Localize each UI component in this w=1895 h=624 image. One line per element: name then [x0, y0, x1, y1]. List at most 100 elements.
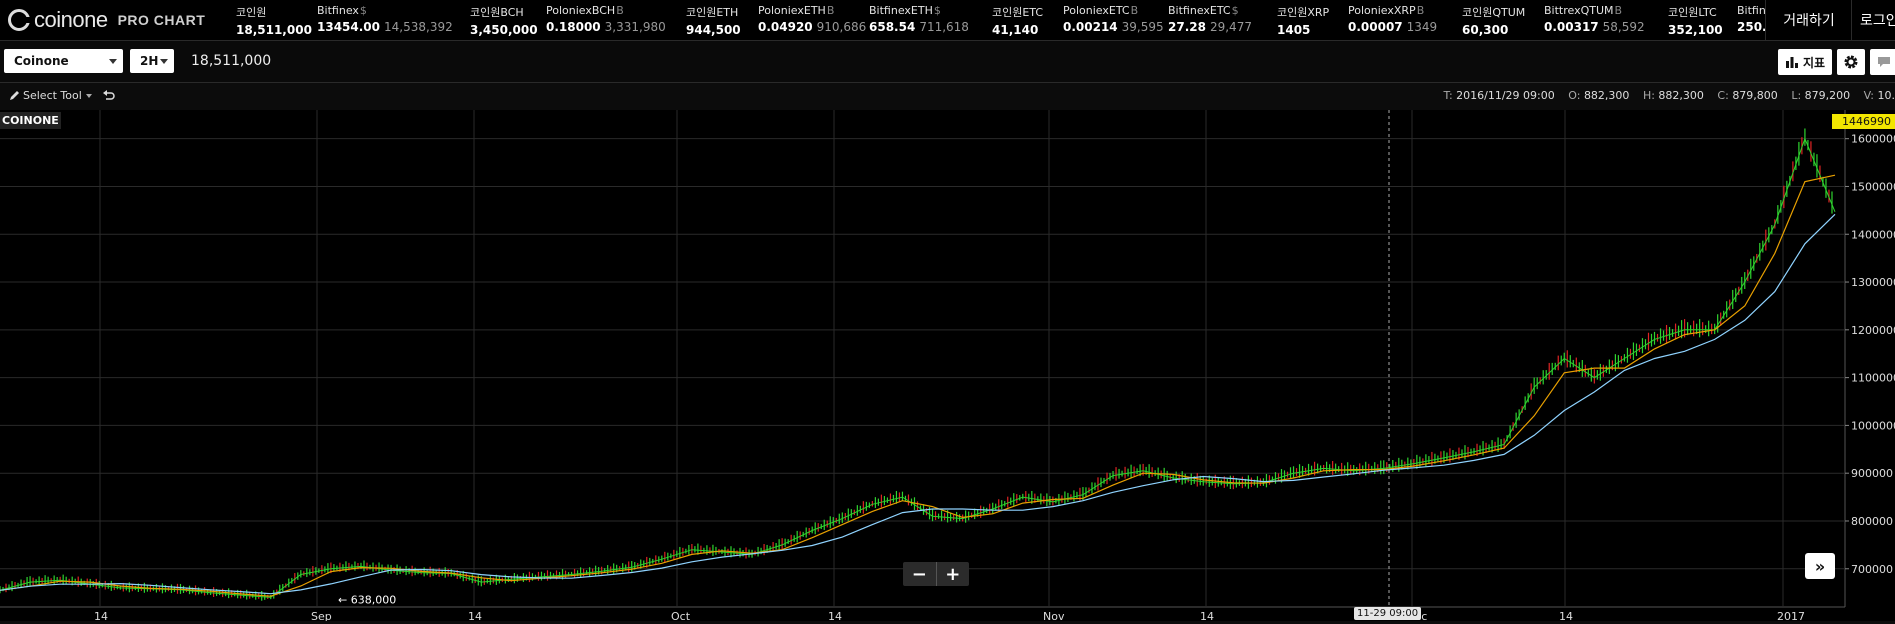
ohlc-volume-label: V: — [1864, 89, 1874, 102]
ticker-value: 944,500 — [686, 23, 745, 37]
ticker-value: 352,100 — [1668, 23, 1727, 37]
ohlc-time: 2016/11/29 09:00 — [1456, 89, 1555, 102]
brand-name: coinone — [34, 7, 108, 33]
current-price: 18,511,000 — [191, 53, 271, 69]
x-tick-label: Nov — [1043, 610, 1065, 621]
price-chart-svg[interactable]: 1600000150000014000001300000120000011000… — [0, 110, 1895, 621]
indicator-button[interactable]: 지표 — [1778, 49, 1832, 75]
zoom-controls: − + — [903, 562, 969, 586]
ohlc-open: 882,300 — [1584, 89, 1630, 102]
x-tick-label: 2017 — [1777, 610, 1805, 621]
last-price-tag: 1446990 — [1832, 114, 1895, 129]
trade-button[interactable]: 거래하기 — [1765, 0, 1852, 40]
ohlc-open-label: O: — [1568, 89, 1580, 102]
price-chart[interactable]: 1600000150000014000001300000120000011000… — [0, 110, 1895, 621]
ticker-name: 코인원XRP — [1277, 4, 1330, 20]
y-tick-label: 1200000 — [1851, 324, 1895, 337]
ticker-name: PoloniexXRPB — [1348, 4, 1437, 17]
bar-chart-icon — [1785, 56, 1799, 68]
price-line — [0, 139, 1835, 598]
zoom-in-button[interactable]: + — [936, 562, 970, 586]
ticker-item[interactable]: 코인원BCH 3,450,000 — [470, 4, 542, 37]
ticker-name: 코인원BCH — [470, 4, 542, 20]
min-price-marker: ← 638,000 — [338, 593, 396, 606]
chevron-down-icon — [160, 59, 168, 64]
ticker-name: 코인원QTUM — [1462, 4, 1526, 20]
y-tick-label: 1500000 — [1851, 180, 1895, 193]
y-tick-label: 1000000 — [1851, 419, 1895, 432]
interval-select[interactable]: 2H — [130, 49, 174, 73]
ticker-value: 60,300 — [1462, 23, 1526, 37]
ticker-name: BitfinexETH$ — [869, 4, 969, 17]
ticker-name: PoloniexETCB — [1063, 4, 1164, 17]
undo-icon[interactable] — [102, 90, 116, 102]
ohlc-close: 879,800 — [1732, 89, 1778, 102]
exchange-select[interactable]: Coinone — [4, 49, 123, 73]
chevron-down-icon — [109, 59, 117, 64]
x-tick-label: 14 — [468, 610, 482, 621]
product-name: PRO CHART — [118, 12, 206, 28]
ma-slow-line — [0, 214, 1835, 593]
ticker-name: 코인원ETH — [686, 4, 745, 20]
ticker-item[interactable]: 코인원 18,511,000 — [236, 4, 316, 37]
ticker-name: 코인원 — [236, 4, 316, 20]
x-tick-label: 14 — [1559, 610, 1573, 621]
ohlc-low: 879,200 — [1805, 89, 1851, 102]
ticker-name: Bitfinex$ — [317, 4, 453, 17]
ticker-name: 코인원ETC — [992, 4, 1044, 20]
ticker-item[interactable]: 코인원ETC 41,140 — [992, 4, 1044, 37]
indicator-button-label: 지표 — [1803, 54, 1825, 71]
ticker-item[interactable]: 코인원ETH 944,500 — [686, 4, 745, 37]
gear-icon — [1843, 54, 1859, 70]
chat-button[interactable] — [1870, 49, 1895, 75]
ma-fast-line — [0, 175, 1835, 596]
x-tick-label: 14 — [1200, 610, 1214, 621]
login-button[interactable]: 로그인 — [1851, 0, 1895, 40]
ticker-name: PoloniexETHB — [758, 4, 866, 17]
pencil-icon — [8, 90, 20, 102]
zoom-out-button[interactable]: − — [903, 562, 936, 586]
y-tick-label: 1600000 — [1851, 133, 1895, 146]
ohlc-time-label: T: — [1443, 89, 1452, 102]
x-tick-label: Sep — [311, 610, 332, 621]
x-tick-label: 14 — [828, 610, 842, 621]
ticker-item[interactable]: 코인원LTC 352,100 — [1668, 4, 1727, 37]
settings-button[interactable] — [1837, 49, 1865, 75]
ticker-name: 코인원LTC — [1668, 4, 1727, 20]
chart-exchange-label: COINONE — [0, 112, 61, 129]
ohlc-high: 882,300 — [1658, 89, 1704, 102]
ticker-name: BitfinexETC$ — [1168, 4, 1252, 17]
ticker-name: BittrexQTUMB — [1544, 4, 1645, 17]
logo[interactable]: coinone PRO CHART — [8, 6, 205, 34]
select-tool[interactable]: Select Tool — [8, 89, 116, 102]
y-tick-label: 1400000 — [1851, 228, 1895, 241]
x-tick-label: Oct — [671, 610, 691, 621]
exchange-select-value: Coinone — [14, 54, 69, 68]
ticker-value: 41,140 — [992, 23, 1044, 37]
ohlc-readout: T: 2016/11/29 09:00 O: 882,300 H: 882,30… — [1433, 89, 1895, 102]
ticker-value: 3,450,000 — [470, 23, 542, 37]
ohlc-volume: 10. — [1878, 89, 1895, 102]
ticker-value: 18,511,000 — [236, 23, 316, 37]
y-tick-label: 900000 — [1851, 467, 1893, 480]
scroll-to-latest-button[interactable]: » — [1805, 553, 1835, 579]
y-tick-label: 1300000 — [1851, 276, 1895, 289]
ohlc-high-label: H: — [1643, 89, 1655, 102]
crosshair-time-tag: 11-29 09:00 — [1354, 607, 1421, 620]
ticker-name: PoloniexBCHB — [546, 4, 666, 17]
ticker-item[interactable]: 코인원QTUM 60,300 — [1462, 4, 1526, 37]
